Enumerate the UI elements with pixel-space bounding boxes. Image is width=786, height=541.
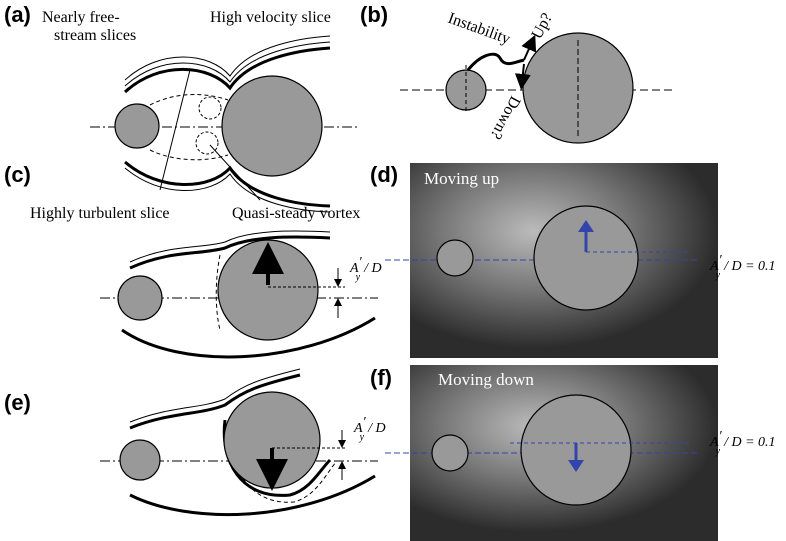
annotation: High velocity slice [210,9,331,26]
downstream-cylinder [218,240,318,340]
prime: ′ [359,255,363,270]
upstream-cylinder [120,440,160,480]
upstream-cylinder [115,104,159,148]
vortex [199,97,221,119]
panel-d: (d) Moving up A′y/ D = 0.1 [370,162,776,358]
subscript: y [355,272,361,283]
panel-label: (d) [370,162,398,187]
panel-f: (f) Moving down A′y/ D = 0.1 [370,365,776,541]
amplitude-label: A′y/ D [353,415,386,443]
upstream-cylinder [118,276,162,320]
rest: / D = 0.1 [723,435,775,450]
panel-b: (b) Instability Up? Down? [360,2,675,143]
panel-label: (b) [360,2,388,27]
panel-label: (a) [4,2,31,27]
annotation: Down? [487,93,524,142]
amplitude-label: A′y/ D [349,255,382,283]
caption: Moving up [424,169,499,188]
annotation: Up? [529,10,557,42]
annotation: Highly turbulent slice [30,205,170,222]
rest: / D [367,421,386,436]
panel-a: (a) Nearly free- stream slices High velo… [4,2,360,212]
rest: / D [363,261,382,276]
amplitude-label: A′y/ D = 0.1 [709,253,776,281]
downstream-cylinder [222,76,322,176]
flow-line [125,42,330,86]
annotation: Instability [446,10,513,48]
instability-path [468,54,524,70]
subscript: y [715,446,721,457]
panel-label: (c) [4,162,31,187]
amplitude-label: A′y/ D = 0.1 [709,429,776,457]
subscript: y [715,270,721,281]
arrow-up [524,42,532,60]
upstream-cylinder [437,240,473,276]
panel-c: (c) Highly turbulent slice Quasi-steady … [4,162,382,357]
prime: ′ [719,253,723,268]
rest: / D = 0.1 [723,259,775,274]
panel-label: (f) [370,365,392,390]
annotation: Nearly free- [42,9,120,26]
upstream-cylinder [432,435,468,471]
caption: Moving down [438,370,534,389]
figure: (a) Nearly free- stream slices High velo… [0,0,786,541]
panel-e: (e) A′y/ D [4,369,386,515]
leader-line [160,70,190,190]
panel-label: (e) [4,390,31,415]
annotation: Quasi-steady vortex [232,205,360,222]
annotation: stream slices [54,27,136,44]
subscript: y [359,432,365,443]
prime: ′ [719,429,723,444]
prime: ′ [363,415,367,430]
